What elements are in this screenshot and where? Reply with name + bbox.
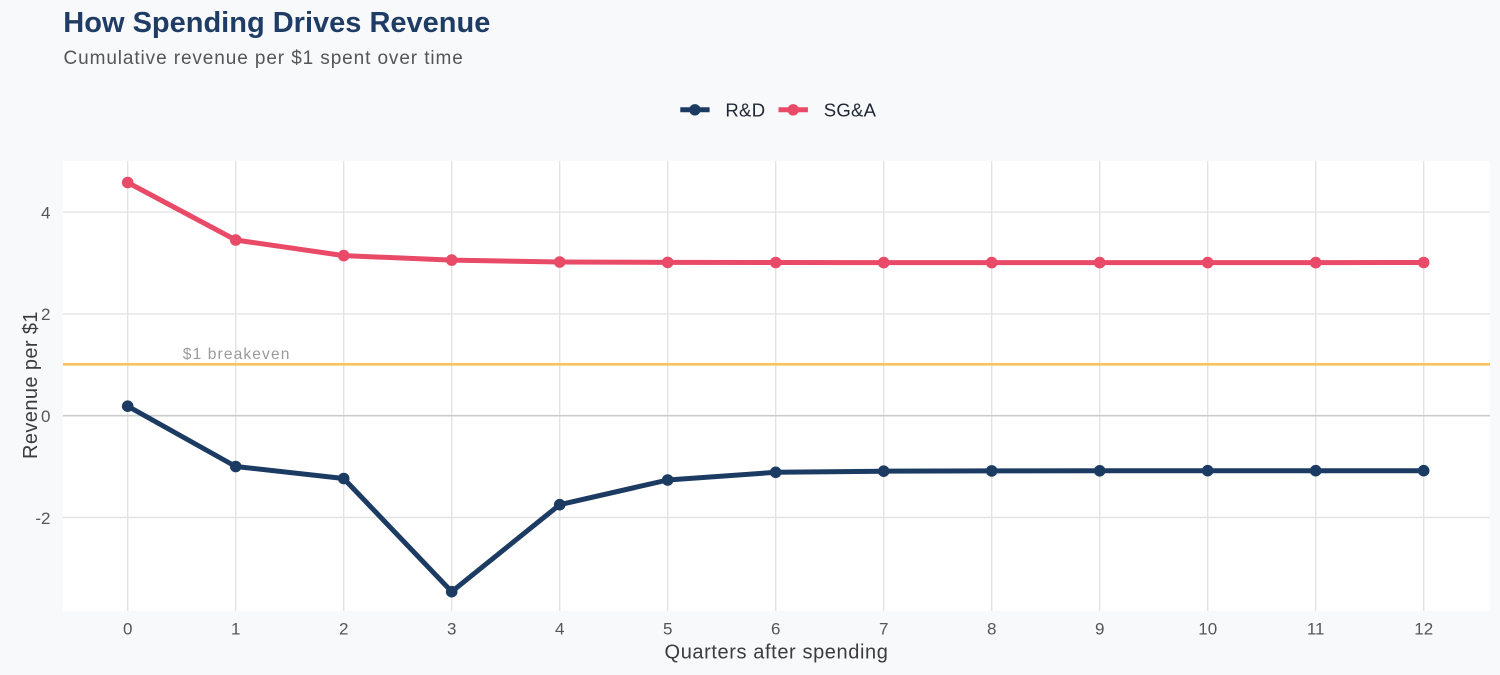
svg-text:Cumulative revenue per $1 spen: Cumulative revenue per $1 spent over tim… bbox=[64, 48, 464, 69]
svg-text:R&D: R&D bbox=[725, 100, 765, 121]
svg-text:Quarters after spending: Quarters after spending bbox=[665, 642, 889, 664]
svg-text:1: 1 bbox=[231, 620, 240, 639]
svg-text:9: 9 bbox=[1095, 620, 1104, 639]
svg-text:How Spending Drives Revenue: How Spending Drives Revenue bbox=[63, 7, 490, 39]
svg-text:SG&A: SG&A bbox=[824, 100, 877, 121]
svg-text:6: 6 bbox=[771, 620, 780, 639]
svg-text:7: 7 bbox=[879, 620, 888, 639]
svg-text:5: 5 bbox=[663, 620, 672, 639]
svg-text:11: 11 bbox=[1307, 620, 1325, 639]
svg-text:8: 8 bbox=[987, 620, 996, 639]
svg-text:Revenue per $1: Revenue per $1 bbox=[20, 311, 42, 459]
svg-text:2: 2 bbox=[41, 305, 50, 324]
svg-text:3: 3 bbox=[447, 620, 456, 639]
svg-text:2: 2 bbox=[339, 620, 348, 639]
svg-text:-2: -2 bbox=[35, 509, 50, 528]
svg-text:4: 4 bbox=[41, 203, 50, 222]
svg-text:0: 0 bbox=[41, 407, 50, 426]
svg-text:0: 0 bbox=[123, 620, 132, 639]
svg-text:4: 4 bbox=[555, 620, 564, 639]
svg-text:10: 10 bbox=[1198, 620, 1217, 639]
svg-text:$1 breakeven: $1 breakeven bbox=[183, 346, 291, 363]
svg-text:12: 12 bbox=[1414, 620, 1433, 639]
